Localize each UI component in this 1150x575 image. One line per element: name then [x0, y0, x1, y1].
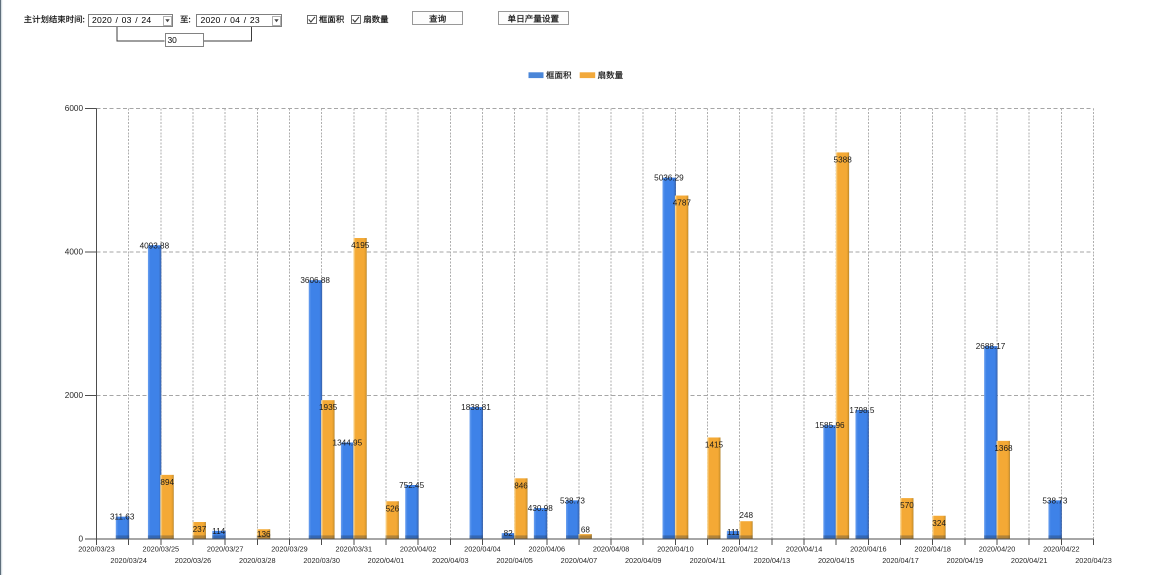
svg-text:1798.5: 1798.5	[849, 406, 874, 415]
svg-text:2020/04/06: 2020/04/06	[528, 545, 565, 554]
svg-text:2020/04/07: 2020/04/07	[561, 556, 598, 565]
svg-text:2020/03/24: 2020/03/24	[110, 556, 147, 565]
svg-text:538.73: 538.73	[1042, 496, 1067, 505]
svg-text:4195: 4195	[351, 241, 370, 250]
svg-text:752.45: 752.45	[399, 481, 424, 490]
svg-text:430.98: 430.98	[528, 504, 553, 513]
svg-text:114: 114	[212, 527, 225, 536]
svg-text:570: 570	[900, 501, 914, 510]
svg-text:2020/04/08: 2020/04/08	[593, 545, 630, 554]
svg-text:2020/03/28: 2020/03/28	[239, 556, 276, 565]
svg-text:2020/04/09: 2020/04/09	[625, 556, 662, 565]
svg-text:311.63: 311.63	[110, 513, 135, 522]
svg-text:2020/03/23: 2020/03/23	[78, 545, 115, 554]
svg-text:5036.29: 5036.29	[654, 174, 684, 183]
svg-text:2020/04/12: 2020/04/12	[721, 545, 758, 554]
svg-text:2020/04/13: 2020/04/13	[754, 556, 791, 565]
svg-text:2020/03/25: 2020/03/25	[143, 545, 180, 554]
svg-text:2688.17: 2688.17	[976, 342, 1006, 351]
svg-text:526: 526	[386, 504, 400, 513]
svg-text:2000: 2000	[65, 391, 84, 400]
svg-text:2020/04/21: 2020/04/21	[1011, 556, 1048, 565]
svg-text:6000: 6000	[65, 104, 84, 113]
svg-text:4787: 4787	[673, 199, 692, 208]
svg-text:136: 136	[257, 530, 271, 539]
svg-text:237: 237	[193, 525, 207, 534]
svg-text:1838.81: 1838.81	[461, 403, 491, 412]
svg-text:2020/03/30: 2020/03/30	[303, 556, 340, 565]
svg-text:111: 111	[727, 528, 740, 537]
svg-text:2020/04/19: 2020/04/19	[947, 556, 984, 565]
svg-text:2020/03/31: 2020/03/31	[336, 545, 373, 554]
svg-text:3606.88: 3606.88	[300, 276, 330, 285]
svg-text:2020/04/02: 2020/04/02	[400, 545, 437, 554]
svg-text:2020/04/01: 2020/04/01	[368, 556, 405, 565]
svg-text:4000: 4000	[65, 248, 84, 257]
svg-text:1368: 1368	[994, 444, 1013, 453]
svg-text:2020/04/20: 2020/04/20	[979, 545, 1016, 554]
svg-text:5388: 5388	[834, 155, 853, 164]
svg-text:2020/04/16: 2020/04/16	[850, 545, 887, 554]
svg-text:2020/04/03: 2020/04/03	[432, 556, 469, 565]
svg-text:82: 82	[504, 529, 514, 538]
svg-text:2020/04/05: 2020/04/05	[496, 556, 533, 565]
svg-text:1344.95: 1344.95	[333, 439, 363, 448]
svg-text:0: 0	[78, 535, 83, 544]
svg-text:68: 68	[581, 526, 591, 535]
svg-text:1935: 1935	[319, 403, 338, 412]
svg-text:2020/04/10: 2020/04/10	[657, 545, 694, 554]
svg-text:2020/03/29: 2020/03/29	[271, 545, 308, 554]
svg-text:894: 894	[160, 478, 174, 487]
svg-text:2020/04/23: 2020/04/23	[1075, 556, 1112, 565]
svg-text:248: 248	[739, 511, 753, 520]
svg-text:2020/03/27: 2020/03/27	[207, 545, 244, 554]
svg-text:846: 846	[514, 481, 528, 490]
svg-text:2020/04/15: 2020/04/15	[818, 556, 855, 565]
svg-text:2020/04/11: 2020/04/11	[690, 556, 726, 565]
svg-text:1585.96: 1585.96	[815, 421, 845, 430]
svg-text:4093.88: 4093.88	[140, 241, 170, 250]
svg-text:2020/03/26: 2020/03/26	[175, 556, 212, 565]
svg-text:324: 324	[932, 519, 946, 528]
svg-text:2020/04/04: 2020/04/04	[464, 545, 501, 554]
svg-text:2020/04/17: 2020/04/17	[882, 556, 919, 565]
svg-text:2020/04/14: 2020/04/14	[786, 545, 823, 554]
svg-text:538.73: 538.73	[560, 496, 585, 505]
svg-text:2020/04/22: 2020/04/22	[1043, 545, 1080, 554]
svg-text:2020/04/18: 2020/04/18	[914, 545, 951, 554]
svg-text:1415: 1415	[705, 441, 724, 450]
